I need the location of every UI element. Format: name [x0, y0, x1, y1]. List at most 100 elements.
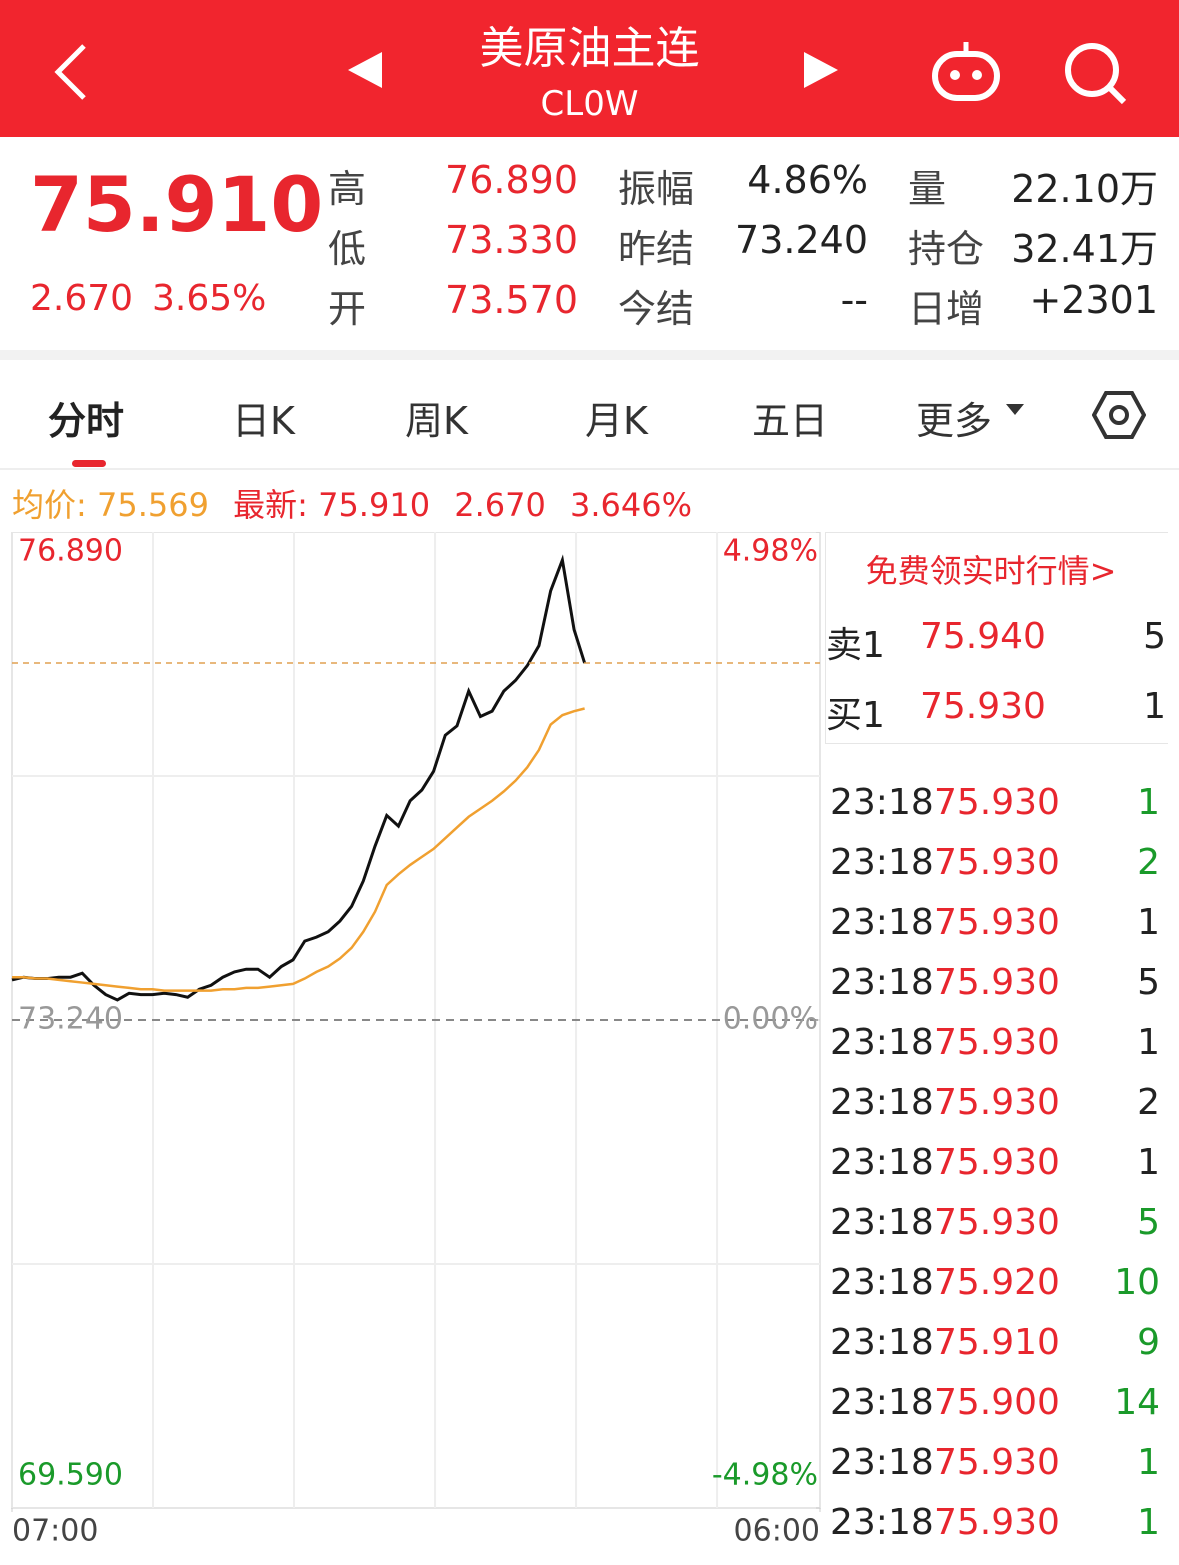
y2-tick-label: 0.00% [723, 1002, 818, 1037]
tab[interactable]: 分时 [48, 399, 125, 443]
trade-price: 75.930 [934, 842, 1060, 883]
level-volume: 5 [1143, 616, 1166, 657]
level-price: 75.930 [920, 686, 1046, 727]
stat-value: 73.330 [445, 218, 578, 262]
x-tick-label: 07:00 [12, 1514, 98, 1549]
prev-button[interactable] [348, 52, 382, 88]
level-label: 卖1 [826, 625, 885, 666]
stat-label: 高 [328, 167, 367, 211]
level-price: 75.940 [920, 616, 1046, 657]
stat-value: 76.890 [445, 158, 578, 202]
order-book [825, 532, 1168, 744]
trade-time: 23:18 [830, 902, 934, 943]
tab[interactable]: 更多 [916, 399, 993, 443]
trade-time: 23:18 [830, 1262, 934, 1303]
trade-price: 75.930 [934, 782, 1060, 823]
code: CL0W [540, 84, 639, 124]
latest-change-pct: 3.646% [570, 486, 693, 524]
tab[interactable]: 周K [405, 399, 468, 443]
y2-tick-label: 4.98% [723, 534, 818, 569]
trade-volume: 5 [1137, 1202, 1160, 1243]
trade-price: 75.900 [934, 1382, 1060, 1423]
trade-volume: 1 [1137, 1502, 1160, 1543]
stat-label: 持仓 [908, 227, 985, 271]
trade-time: 23:18 [830, 1322, 934, 1363]
trade-price: 75.930 [934, 902, 1060, 943]
dropdown-caret [1006, 404, 1024, 415]
stat-value: 73.240 [735, 218, 868, 262]
trade-volume: 9 [1137, 1322, 1160, 1363]
trade-volume: 2 [1137, 1082, 1160, 1123]
y2-tick-label: -4.98% [712, 1458, 818, 1493]
series-line [11, 554, 587, 1002]
trade-price: 75.930 [934, 1022, 1060, 1063]
stat-label: 日增 [908, 287, 985, 331]
latest-value: 75.910 [318, 486, 431, 524]
trade-time: 23:18 [830, 1022, 934, 1063]
trade-volume: 1 [1137, 902, 1160, 943]
tab[interactable]: 五日 [752, 399, 829, 443]
trade-volume: 10 [1114, 1262, 1160, 1303]
stat-value: 4.86% [747, 158, 868, 202]
tab-indicator [72, 460, 106, 467]
legend: 均价: 75.569 最新: 75.910 2.670 3.646% [12, 480, 692, 526]
back-button[interactable] [50, 42, 90, 102]
trade-time: 23:18 [830, 962, 934, 1003]
trade-volume: 1 [1137, 1142, 1160, 1183]
trade-price: 75.910 [934, 1322, 1060, 1363]
stat-label: 量 [908, 167, 947, 211]
trade-time: 23:18 [830, 1142, 934, 1183]
series-line [12, 707, 585, 992]
trade-volume: 1 [1137, 1442, 1160, 1483]
stat-value: 73.570 [445, 278, 578, 322]
trade-price: 75.930 [934, 1502, 1060, 1543]
trade-price: 75.930 [934, 1442, 1060, 1483]
level-label: 买1 [826, 695, 885, 736]
stat-label: 今结 [618, 287, 695, 331]
change-pct: 3.65% [152, 278, 267, 319]
stat-label: 振幅 [618, 167, 695, 211]
chart: 76.890 73.240 69.590 4.98% 0.00% -4.98% 07:00 0… [11, 532, 821, 1549]
promo-link[interactable]: 免费领实时行情> [865, 552, 1117, 590]
trade-time: 23:18 [830, 1502, 934, 1543]
trade-price: 75.920 [934, 1262, 1060, 1303]
x-tick-label: 06:00 [734, 1514, 820, 1549]
change: 2.670 [30, 278, 134, 319]
stat-value: 32.41万 [1011, 227, 1158, 271]
y-tick-label: 76.890 [18, 534, 123, 569]
separator [0, 350, 1179, 360]
tab[interactable]: 日K [232, 399, 295, 443]
next-button[interactable] [804, 52, 838, 88]
level-volume: 1 [1143, 686, 1166, 727]
trade-volume: 1 [1137, 1022, 1160, 1063]
trade-price: 75.930 [934, 1082, 1060, 1123]
title: 美原油主连 [479, 23, 700, 74]
tab[interactable]: 月K [585, 399, 648, 443]
separator [0, 468, 1179, 470]
y-tick-label: 73.240 [18, 1002, 123, 1037]
stat-label: 开 [328, 287, 367, 331]
trade-price: 75.930 [934, 1142, 1060, 1183]
avg-label: 均价: [12, 486, 87, 524]
trade-time: 23:18 [830, 1202, 934, 1243]
y-tick-label: 69.590 [18, 1458, 123, 1493]
robot-icon[interactable] [930, 38, 1002, 102]
latest-change: 2.670 [454, 486, 546, 524]
trade-volume: 5 [1137, 962, 1160, 1003]
trade-time: 23:18 [830, 1082, 934, 1123]
search-icon[interactable] [1062, 40, 1128, 106]
trade-price: 75.930 [934, 962, 1060, 1003]
trade-time: 23:18 [830, 842, 934, 883]
stat-label: 低 [328, 227, 367, 271]
header: 美原油主连 CL0W [0, 0, 1179, 137]
last-price: 75.910 [30, 160, 324, 249]
trade-volume: 14 [1114, 1382, 1160, 1423]
trade-time: 23:18 [830, 782, 934, 823]
trade-price: 75.930 [934, 1202, 1060, 1243]
trade-time: 23:18 [830, 1382, 934, 1423]
stat-value: +2301 [1029, 278, 1158, 322]
settings-icon[interactable] [1092, 390, 1146, 440]
avg-value: 75.569 [96, 486, 209, 524]
trade-volume: 2 [1137, 842, 1160, 883]
